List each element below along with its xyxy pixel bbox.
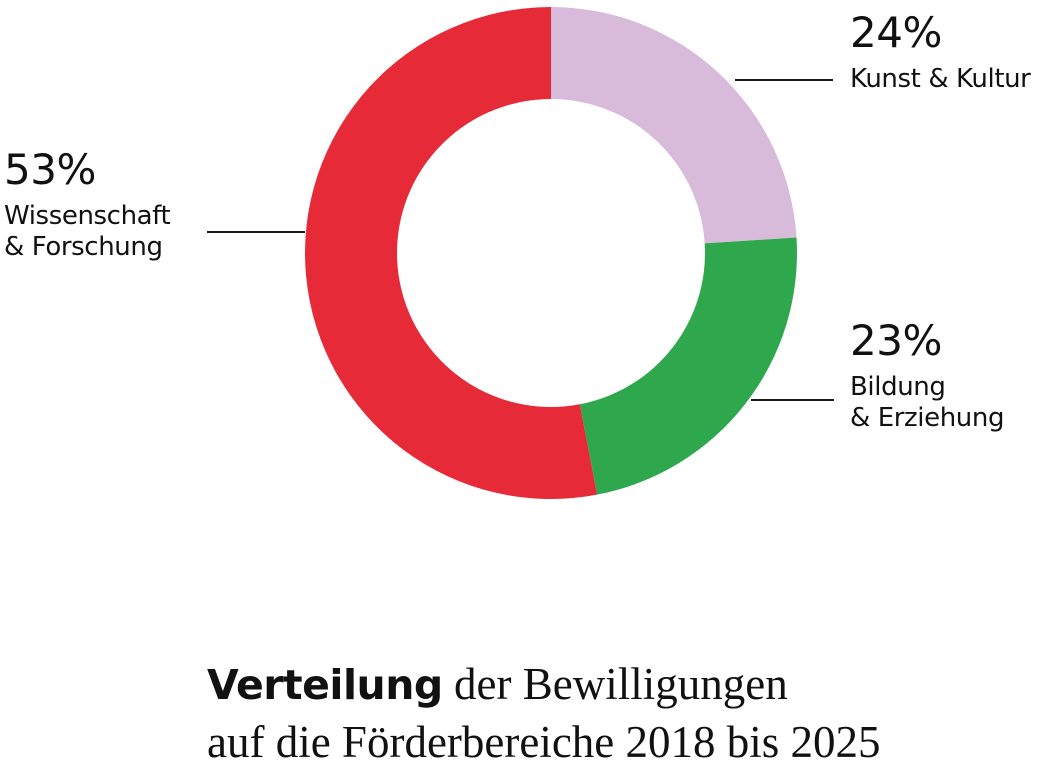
label-bildung-name-line2: & Erziehung [850,403,1005,433]
label-wissenschaft-name-line1: Wissenschaft [4,201,171,231]
label-bildung-name-line1: Bildung [850,372,946,402]
slice-bildung-erziehung [579,237,797,495]
caption-keyword: Verteilung [207,661,443,709]
label-wissenschaft-name-line2: & Forschung [4,232,163,262]
chart-caption: Verteilung der Bewilligungen auf die För… [207,660,881,766]
caption-line1-rest: der Bewilligungen [442,659,788,709]
label-wissenschaft-percent: 53% [4,145,96,194]
label-kunst-kultur-percent: 24% [850,8,942,57]
label-wissenschaft-forschung: 53% Wissenschaft & Forschung [4,145,171,263]
leader-lines [207,79,834,401]
slice-wissenschaft-forschung [304,7,598,499]
label-bildung-erziehung: 23% Bildung & Erziehung [850,318,1004,434]
label-kunst-kultur: 24% Kunst & Kultur [850,8,1031,95]
slice-kunst-kultur [551,7,797,244]
label-kunst-kultur-name: Kunst & Kultur [850,64,1031,94]
label-bildung-percent: 23% [850,316,942,365]
caption-line2: auf die Förderbereiche 2018 bis 2025 [207,717,881,767]
